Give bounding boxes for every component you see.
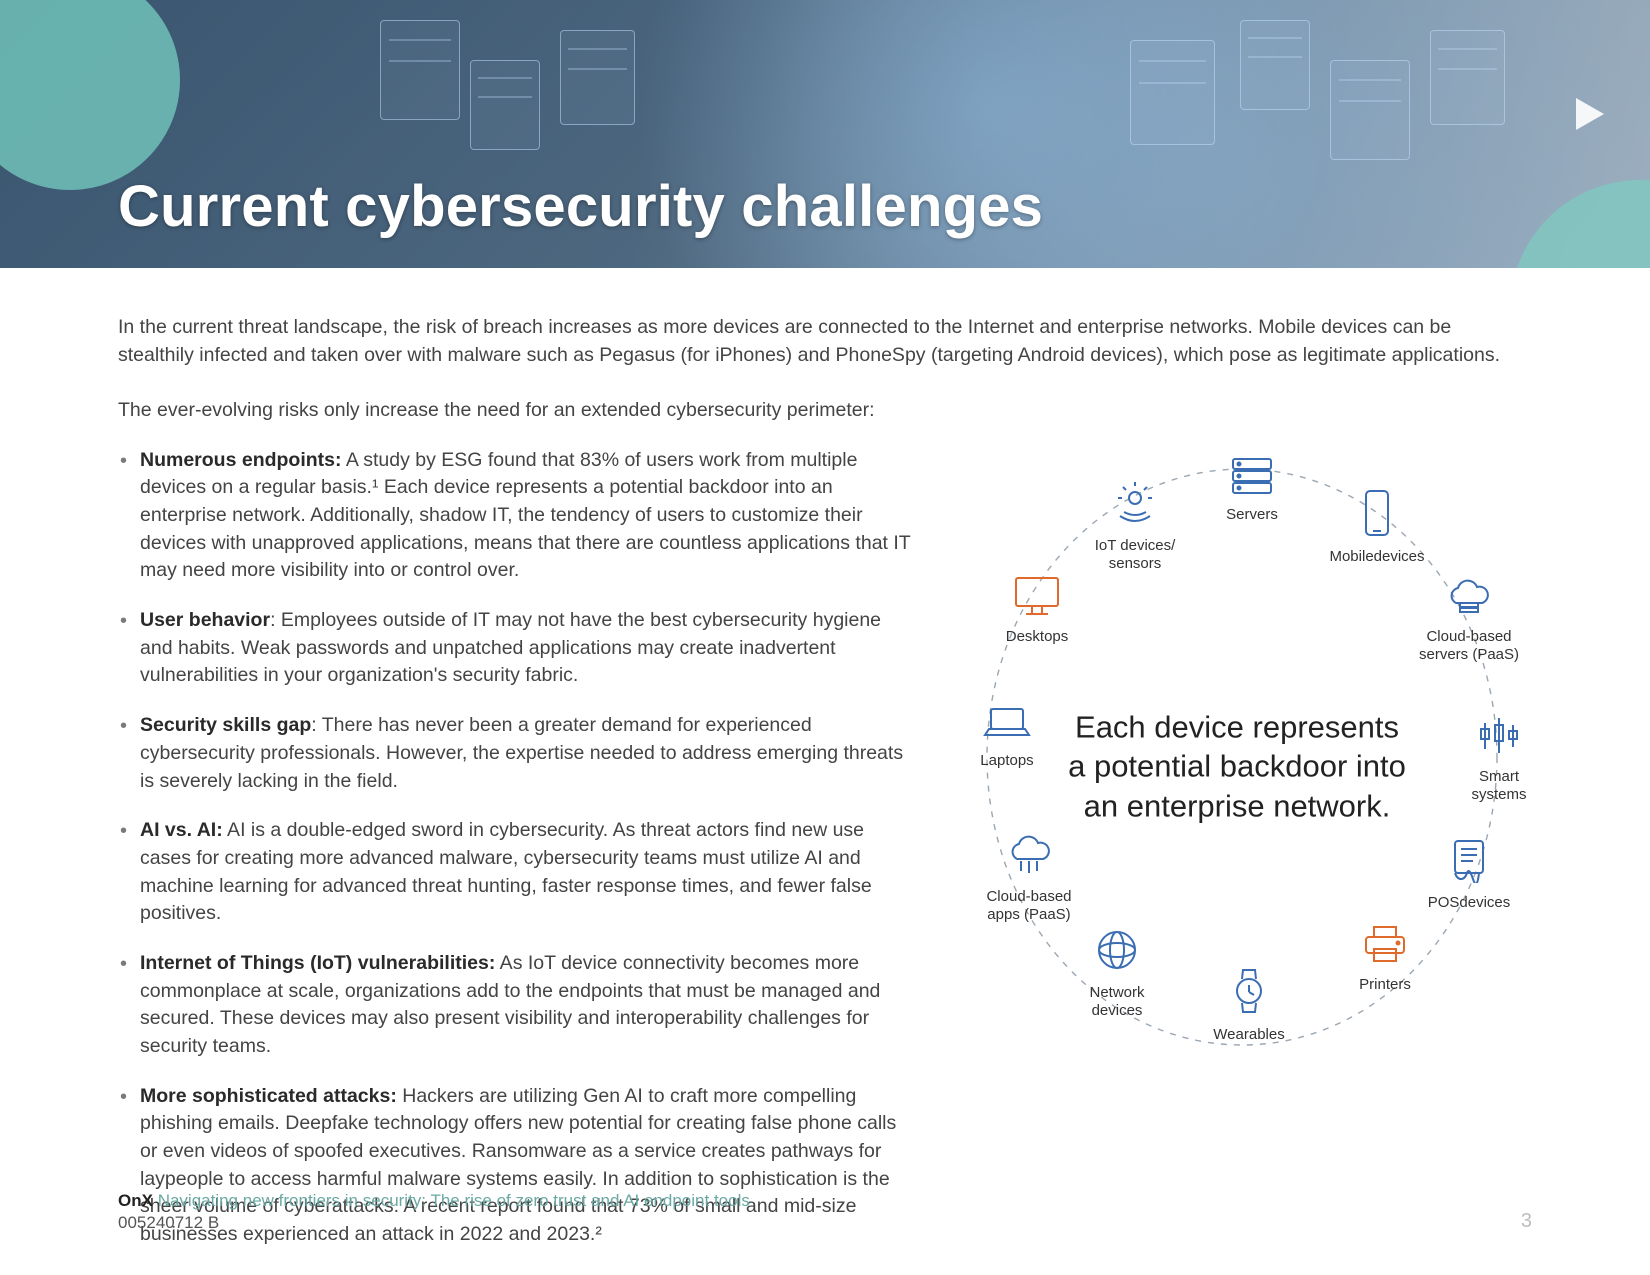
network-icon: [1052, 927, 1182, 978]
node-label: Smartsystems: [1434, 768, 1564, 804]
device-diagram: Each device represents a potential backd…: [942, 447, 1532, 1087]
diagram-node-iot: IoT devices/sensors: [1070, 482, 1200, 573]
smart-icon: [1434, 715, 1564, 762]
bullet-body: AI is a double-edged sword in cybersecur…: [140, 819, 872, 924]
node-label: Cloud-basedapps (PaaS): [964, 888, 1094, 924]
content: In the current threat landscape, the ris…: [0, 268, 1650, 1271]
diagram-node-wearables: Wearables: [1184, 967, 1314, 1044]
diagram-node-servers: Servers: [1187, 457, 1317, 524]
printers-icon: [1320, 923, 1450, 970]
bullet-title: Numerous endpoints:: [140, 449, 342, 471]
laptops-icon: [942, 705, 1072, 746]
node-label: Mobiledevices: [1312, 548, 1442, 566]
intro-paragraph: In the current threat landscape, the ris…: [118, 314, 1532, 369]
bullet-item: User behavior: Employees outside of IT m…: [118, 607, 914, 690]
bullet-title: More sophisticated attacks:: [140, 1085, 397, 1107]
cloudapps-icon: [964, 835, 1094, 882]
brand: OnX: [118, 1191, 153, 1210]
node-label: Printers: [1320, 976, 1450, 994]
diagram-node-cloudservers: Cloud-basedservers (PaaS): [1404, 577, 1534, 664]
doc-id: 005240712 B: [118, 1213, 750, 1233]
diagram-node-smart: Smartsystems: [1434, 715, 1564, 804]
servers-icon: [1187, 457, 1317, 500]
node-label: IoT devices/sensors: [1070, 537, 1200, 573]
cloudservers-icon: [1404, 577, 1534, 622]
footer: OnX Navigating new frontiers in security…: [118, 1191, 1532, 1233]
node-label: POSdevices: [1404, 894, 1534, 912]
footer-left: OnX Navigating new frontiers in security…: [118, 1191, 750, 1233]
diagram-node-laptops: Laptops: [942, 705, 1072, 770]
node-label: Wearables: [1184, 1026, 1314, 1044]
pos-icon: [1404, 837, 1534, 888]
hero-banner: Current cybersecurity challenges: [0, 0, 1650, 268]
bullet-title: AI vs. AI:: [140, 819, 223, 841]
bullet-item: Numerous endpoints: A study by ESG found…: [118, 447, 914, 585]
diagram-node-network: Networkdevices: [1052, 927, 1182, 1020]
mobile-icon: [1312, 489, 1442, 542]
node-label: Networkdevices: [1052, 984, 1182, 1020]
page-number: 3: [1521, 1210, 1532, 1233]
page-title: Current cybersecurity challenges: [118, 173, 1043, 240]
page: Current cybersecurity challenges In the …: [0, 0, 1650, 1275]
diagram-node-mobile: Mobiledevices: [1312, 489, 1442, 566]
bullet-title: Internet of Things (IoT) vulnerabilities…: [140, 952, 495, 974]
diagram-node-printers: Printers: [1320, 923, 1450, 994]
desktops-icon: [972, 575, 1102, 622]
diagram-center-text: Each device represents a potential backd…: [1067, 707, 1407, 826]
diagram-node-desktops: Desktops: [972, 575, 1102, 646]
bullet-item: Internet of Things (IoT) vulnerabilities…: [118, 950, 914, 1061]
bullet-title: User behavior: [140, 609, 270, 631]
node-label: Servers: [1187, 506, 1317, 524]
node-label: Desktops: [972, 628, 1102, 646]
lead-paragraph: The ever-evolving risks only increase th…: [118, 397, 1532, 424]
bullet-item: Security skills gap: There has never bee…: [118, 712, 914, 795]
play-icon[interactable]: [1576, 98, 1604, 130]
bullet-title: Security skills gap: [140, 714, 311, 736]
diagram-node-cloudapps: Cloud-basedapps (PaaS): [964, 835, 1094, 924]
footer-subtitle: Navigating new frontiers in security: Th…: [158, 1191, 750, 1210]
diagram-node-pos: POSdevices: [1404, 837, 1534, 912]
bullet-column: Numerous endpoints: A study by ESG found…: [118, 447, 914, 1271]
node-label: Laptops: [942, 752, 1072, 770]
node-label: Cloud-basedservers (PaaS): [1404, 628, 1534, 664]
bullet-item: AI vs. AI: AI is a double-edged sword in…: [118, 817, 914, 928]
iot-icon: [1070, 482, 1200, 531]
wearables-icon: [1184, 967, 1314, 1020]
